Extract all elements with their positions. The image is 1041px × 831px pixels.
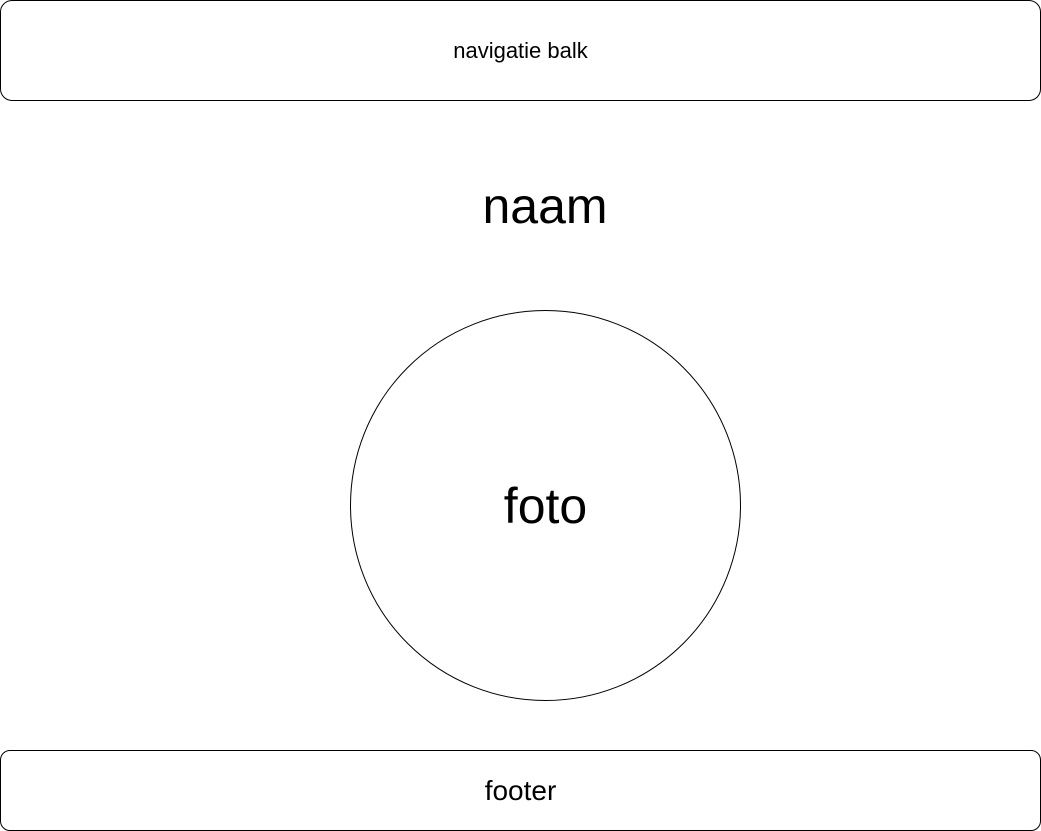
footer-box: footer	[0, 750, 1041, 831]
footer-label: footer	[484, 774, 557, 806]
navigation-bar: navigatie balk	[0, 0, 1041, 101]
navigation-bar-label: navigatie balk	[453, 37, 588, 63]
name-heading: naam	[482, 178, 608, 234]
photo-placeholder: foto	[350, 310, 741, 701]
photo-label: foto	[503, 477, 588, 534]
